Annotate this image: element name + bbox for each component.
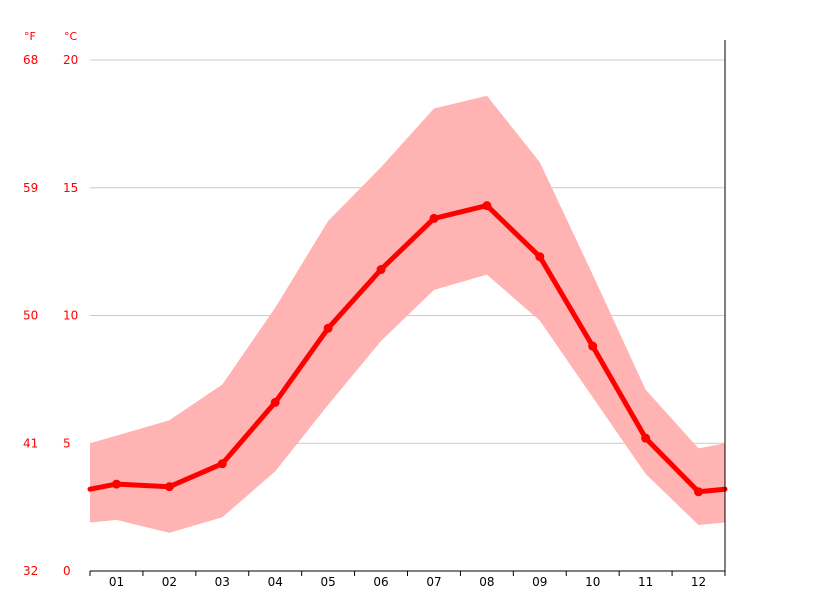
- x-tick-label: 07: [426, 575, 441, 589]
- data-point: [323, 323, 333, 333]
- data-point: [111, 479, 121, 489]
- y-tick-label-fahrenheit: 32: [23, 564, 38, 578]
- x-tick-label: 11: [638, 575, 653, 589]
- average-temperature-line: [87, 201, 728, 497]
- axis-labels: °F °C: [24, 30, 78, 43]
- y-tick-label-celsius: 20: [63, 53, 78, 67]
- data-point: [535, 252, 545, 262]
- x-tick-label: 05: [320, 575, 335, 589]
- celsius-unit-label: °C: [64, 30, 78, 43]
- y-tick-label-fahrenheit: 59: [23, 181, 38, 195]
- x-tick-label: 09: [532, 575, 547, 589]
- x-tick-label: 10: [585, 575, 600, 589]
- data-point: [429, 213, 439, 223]
- x-tick-label: 04: [268, 575, 283, 589]
- y-tick-label-fahrenheit: 50: [23, 309, 38, 323]
- data-point: [217, 459, 227, 469]
- x-tick-label: 06: [373, 575, 388, 589]
- y-tick-label-celsius: 0: [63, 564, 71, 578]
- data-point: [588, 341, 598, 351]
- data-point: [694, 487, 704, 497]
- x-tick-label: 12: [691, 575, 706, 589]
- data-point: [641, 433, 651, 443]
- data-point: [376, 265, 386, 275]
- x-tick-label: 03: [215, 575, 230, 589]
- series-line: [87, 203, 728, 495]
- x-tick-label: 02: [162, 575, 177, 589]
- x-tick-label: 01: [109, 575, 124, 589]
- temperature-range-band: [90, 95, 725, 533]
- y-tick-label-celsius: 15: [63, 181, 78, 195]
- data-point: [482, 201, 492, 211]
- range-area: [90, 95, 725, 533]
- fahrenheit-unit-label: °F: [24, 30, 36, 43]
- data-point: [164, 482, 174, 492]
- y-tick-label-celsius: 10: [63, 309, 78, 323]
- y-tick-label-fahrenheit: 41: [23, 436, 38, 450]
- y-tick-label-celsius: 5: [63, 436, 71, 450]
- y-tick-label-fahrenheit: 68: [23, 53, 38, 67]
- axes: 32 0 41 5 50 10 59 15 68 20 01 02 03 04 05 06 07 08 09 10 11…: [23, 40, 726, 589]
- data-point: [270, 397, 280, 407]
- x-tick-label: 08: [479, 575, 494, 589]
